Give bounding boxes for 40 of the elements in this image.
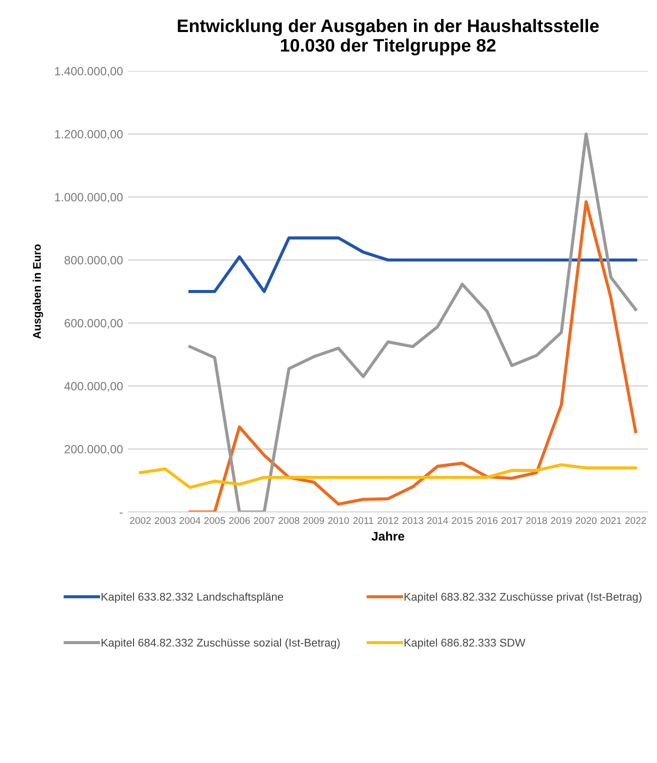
- y-tick-label: 1.400.000,00: [55, 67, 123, 77]
- y-tick-label: -: [120, 512, 123, 514]
- x-tick-label: 2010: [328, 517, 349, 524]
- x-tick-label: 2020: [576, 517, 597, 524]
- legend-label: Kapitel 686.82.333 SDW: [404, 638, 526, 649]
- x-tick-label: 2019: [551, 517, 572, 524]
- y-tick-label: 600.000,00: [64, 319, 123, 329]
- x-tick-label: 2004: [180, 517, 200, 524]
- x-tick-label: 2016: [476, 517, 498, 524]
- x-tick-label: 2011: [353, 517, 374, 524]
- x-axis-title: Jahre: [372, 531, 404, 541]
- x-tick-label: 2017: [501, 517, 522, 524]
- legend-label: Kapitel 683.82.332 Zuschüsse privat (Ist-Betrag): [404, 592, 642, 603]
- x-tick-label: 2006: [229, 517, 250, 524]
- y-tick-label: 200.000,00: [64, 445, 123, 455]
- y-tick-label: 1.200.000,00: [55, 130, 123, 140]
- x-tick-label: 2022: [625, 517, 646, 524]
- y-tick-label: 400.000,00: [64, 382, 123, 392]
- x-tick-label: 2003: [154, 517, 176, 524]
- y-tick-label: 1.000.000,00: [55, 193, 123, 203]
- x-tick-label: 2008: [278, 517, 300, 524]
- x-tick-label: 2002: [130, 517, 151, 524]
- chart-title: Entwicklung der Ausgaben in der Haushaltsstelle 10.030 der Titelgruppe 82: [178, 18, 599, 56]
- y-tick-label: 800.000,00: [64, 256, 123, 266]
- x-tick-label: 2012: [378, 517, 398, 524]
- x-tick-label: 2014: [427, 517, 448, 524]
- x-tick-label: 2018: [526, 517, 547, 524]
- x-tick-label: 2015: [452, 517, 473, 524]
- line-series: [188, 236, 638, 294]
- x-tick-label: 2021: [600, 517, 622, 524]
- x-tick-label: 2005: [204, 517, 226, 524]
- line-series: [138, 463, 638, 489]
- x-tick-label: 2013: [402, 517, 424, 524]
- x-tick-label: 2007: [254, 517, 275, 524]
- y-axis-title: Ausgaben in Euro: [32, 244, 44, 339]
- line-series: [188, 132, 638, 512]
- line-series: [188, 200, 638, 512]
- x-tick-label: 2009: [303, 517, 324, 524]
- legend-label: Kapitel 684.82.332 Zuschüsse sozial (Ist-Betrag): [102, 638, 340, 649]
- legend-label: Kapitel 633.82.332 Landschaftspläne: [102, 592, 284, 603]
